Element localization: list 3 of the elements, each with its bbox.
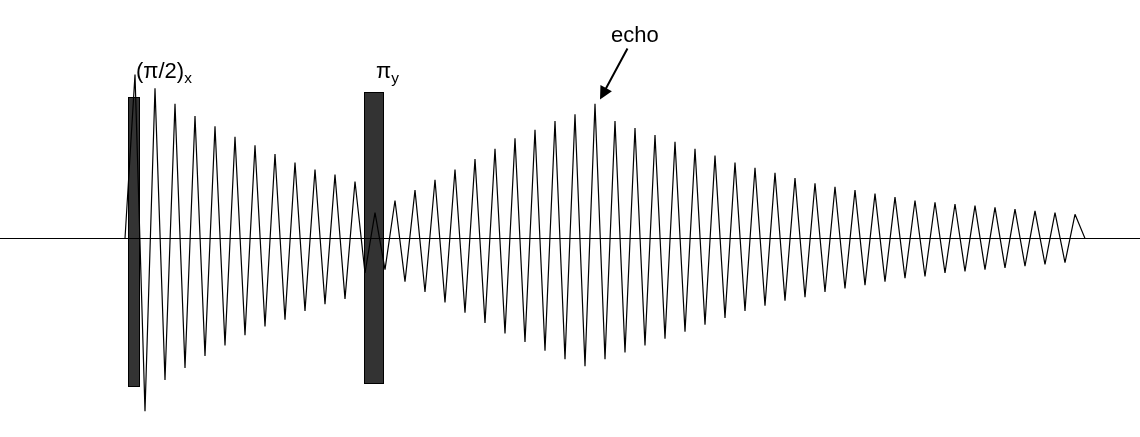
annotation: (π/2)$_{x}$ (136, 58, 193, 86)
text: echo (611, 22, 659, 47)
annotation: π$_{y}$ (376, 58, 400, 86)
